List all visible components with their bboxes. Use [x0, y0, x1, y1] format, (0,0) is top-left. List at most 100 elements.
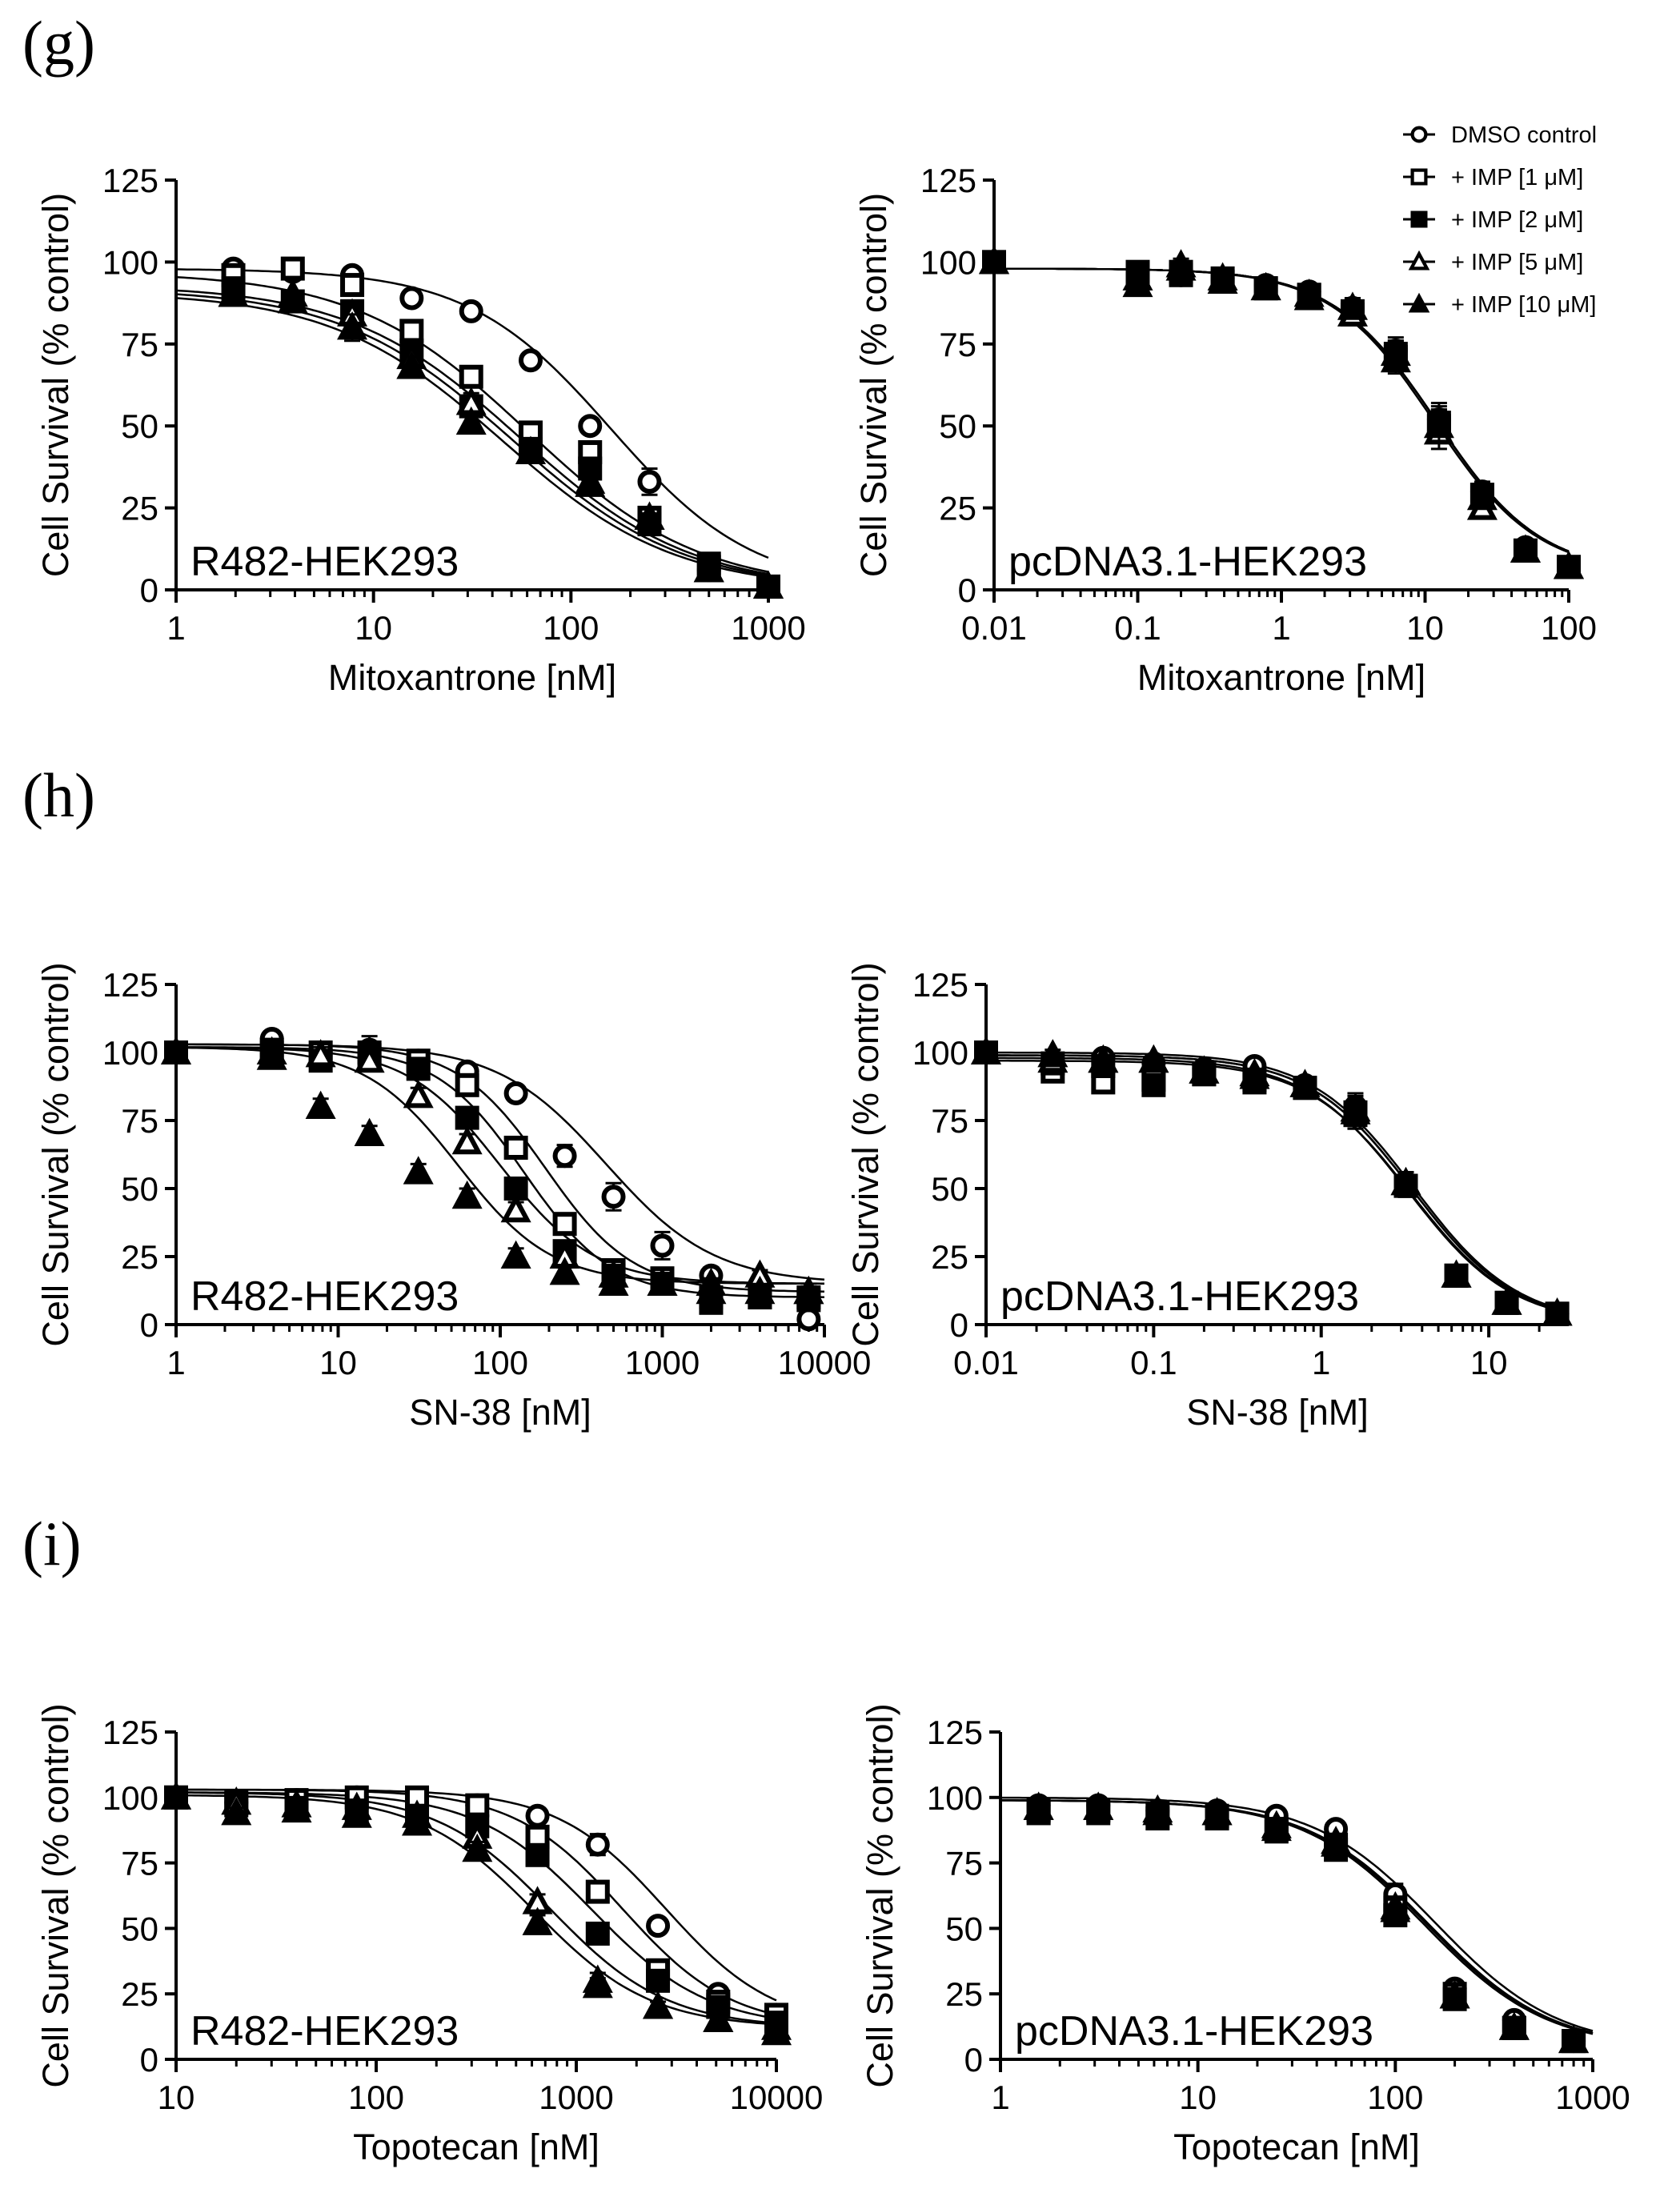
- y-tick-label: 75: [939, 326, 976, 363]
- data-point: [1289, 1068, 1321, 1097]
- data-point: [1510, 534, 1541, 563]
- x-axis-title: SN-38 [nM]: [409, 1392, 591, 1433]
- data-point: [396, 351, 427, 379]
- data-point: [1321, 1826, 1352, 1854]
- y-tick-label: 75: [121, 1845, 158, 1882]
- data-point: [503, 1081, 528, 1105]
- y-tick-label: 25: [121, 1975, 158, 2013]
- data-point: [399, 286, 424, 311]
- data-point: [160, 1036, 192, 1064]
- data-point: [455, 1105, 479, 1130]
- data-point: [1261, 1810, 1292, 1838]
- chart-5: 0 25 50 75 100 125 1 10 100 1000 Topotecan [nM] Cel…: [860, 1703, 1630, 2167]
- legend-label: + IMP [1 μM]: [1451, 165, 1583, 190]
- x-tick-label: 1: [166, 1344, 185, 1381]
- y-tick-label: 100: [102, 1779, 158, 1817]
- data-point: [1201, 1797, 1233, 1826]
- data-point: [1441, 1259, 1472, 1288]
- y-tick-label: 75: [945, 1845, 983, 1882]
- data-point: [1491, 1286, 1522, 1315]
- data-point: [1122, 268, 1153, 298]
- y-axis-title: Cell Survival (% control): [35, 1703, 76, 2087]
- data-point: [500, 1240, 531, 1269]
- data-point: [978, 246, 1010, 275]
- cell-line-label: pcDNA3.1-HEK293: [1000, 1273, 1359, 1320]
- data-point: [1250, 271, 1281, 301]
- data-point: [793, 1275, 824, 1305]
- x-tick-label: 1000: [1555, 2079, 1630, 2116]
- data-point: [402, 1807, 433, 1836]
- data-point: [552, 1144, 577, 1169]
- y-tick-label: 50: [121, 1910, 158, 1947]
- data-point: [1498, 2011, 1530, 2040]
- legend-marker: [1408, 250, 1430, 271]
- data-point: [305, 1090, 336, 1119]
- data-point: [354, 1117, 385, 1146]
- data-point: [455, 406, 487, 435]
- y-tick-label: 75: [121, 1102, 158, 1140]
- data-point: [796, 1307, 821, 1332]
- chart-2: 0 25 50 75 100 125 1 10 100 1000 10000 SN-38 [nM] Ce…: [35, 962, 871, 1433]
- y-tick-label: 75: [931, 1102, 968, 1140]
- data-point: [1293, 279, 1325, 307]
- data-point: [585, 1879, 610, 1904]
- legend-marker-group: [1410, 126, 1428, 143]
- data-point: [1542, 1297, 1573, 1326]
- data-point: [459, 299, 483, 323]
- data-point: [515, 435, 547, 464]
- data-point: [1239, 1060, 1270, 1089]
- y-tick-label: 25: [939, 490, 976, 527]
- data-point: [1142, 1794, 1173, 1823]
- data-point: [752, 570, 784, 599]
- y-tick-label: 125: [927, 1714, 983, 1751]
- y-tick-label: 0: [950, 1306, 968, 1344]
- y-tick-label: 25: [931, 1238, 968, 1276]
- y-tick-label: 0: [140, 1306, 158, 1344]
- x-tick-label: 0.1: [1114, 609, 1161, 647]
- data-point: [1037, 1039, 1069, 1068]
- chart-3: 0 25 50 75 100 125 0.01 0.1 1 10 SN-38 [nM] Cell Su…: [845, 962, 1573, 1433]
- y-tick-label: 125: [912, 966, 968, 1004]
- data-point: [1380, 1890, 1411, 1920]
- y-tick-label: 100: [102, 1034, 158, 1072]
- legend-label: + IMP [2 μM]: [1451, 207, 1583, 233]
- data-point: [500, 1193, 531, 1223]
- legend-marker: [1410, 126, 1428, 143]
- fit-curve: [986, 1051, 1570, 1313]
- y-axis-title: Cell Survival (% control): [853, 193, 894, 577]
- x-axis-title: Mitoxantrone [nM]: [328, 657, 616, 698]
- y-tick-label: 100: [920, 243, 976, 281]
- data-point: [582, 1970, 613, 1999]
- data-point: [305, 1039, 336, 1068]
- x-tick-label: 1000: [731, 609, 805, 647]
- data-point: [1337, 291, 1368, 320]
- cell-line-label: R482-HEK293: [190, 539, 459, 585]
- y-tick-label: 50: [931, 1170, 968, 1208]
- x-tick-label: 100: [348, 2079, 404, 2116]
- legend-marker-group: [1408, 250, 1430, 271]
- legend-marker-group: [1410, 168, 1428, 186]
- fit-curve: [994, 267, 1570, 552]
- legend-label: + IMP [10 μM]: [1451, 292, 1596, 318]
- data-point: [634, 501, 665, 530]
- data-point: [341, 1799, 372, 1828]
- y-tick-label: 25: [945, 1975, 983, 2013]
- data-point: [281, 1794, 312, 1823]
- y-tick-label: 125: [102, 162, 158, 199]
- x-tick-label: 10000: [778, 1344, 872, 1381]
- cell-line-label: R482-HEK293: [190, 2008, 459, 2055]
- data-point: [451, 1180, 483, 1209]
- y-tick-label: 125: [102, 966, 158, 1004]
- panel-label-h: (h): [22, 760, 95, 830]
- y-tick-label: 125: [920, 162, 976, 199]
- cell-line-label: pcDNA3.1-HEK293: [1015, 2008, 1373, 2055]
- y-tick-label: 50: [121, 407, 158, 445]
- data-point: [1553, 551, 1585, 579]
- y-axis-title: Cell Survival (% control): [35, 962, 76, 1346]
- data-point: [1439, 1980, 1470, 2009]
- x-tick-label: 10: [319, 1344, 357, 1381]
- cell-line-label: R482-HEK293: [190, 1273, 459, 1320]
- data-point: [1207, 265, 1238, 294]
- y-tick-label: 100: [102, 243, 158, 281]
